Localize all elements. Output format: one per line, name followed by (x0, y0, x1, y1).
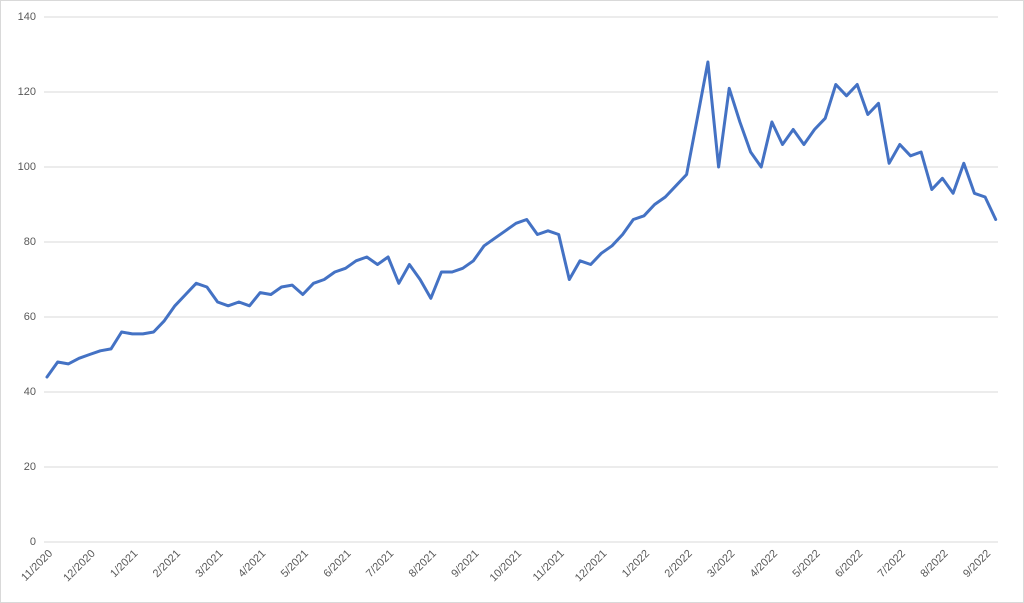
y-tick-label: 120 (18, 86, 36, 98)
y-tick-label: 140 (18, 11, 36, 23)
y-tick-label: 100 (18, 161, 36, 173)
y-tick-label: 40 (24, 386, 36, 398)
y-tick-label: 0 (30, 536, 36, 548)
line-series (45, 60, 998, 379)
y-tick-label: 60 (24, 311, 36, 323)
y-tick-label: 20 (24, 461, 36, 473)
y-tick-label: 80 (24, 236, 36, 248)
